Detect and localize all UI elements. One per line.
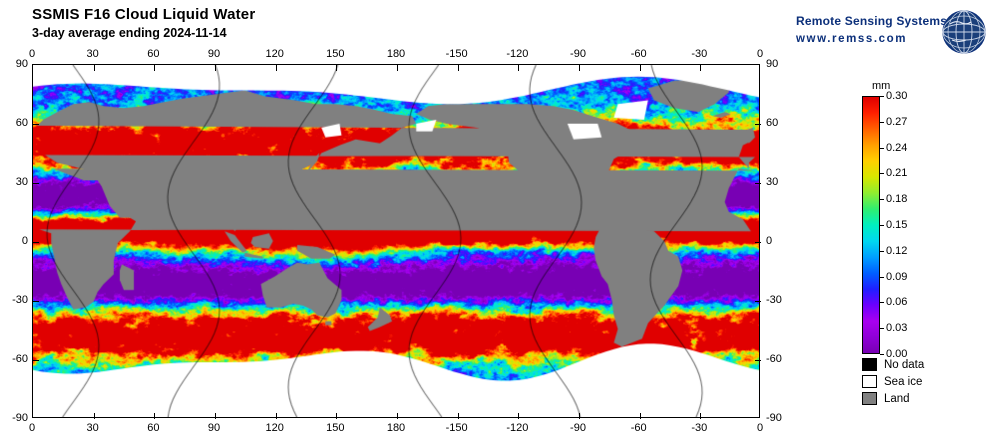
- lon-tick-label: 150: [326, 422, 345, 434]
- lon-tick-label: 150: [326, 48, 345, 60]
- colorbar-tick-label: 0.09: [886, 270, 908, 283]
- lon-tick-label: 90: [207, 422, 221, 434]
- legend-label: No data: [884, 358, 925, 371]
- lon-tick-label: -150: [445, 422, 468, 434]
- lat-tick-label: 90: [15, 58, 28, 70]
- logo-website: www.remss.com: [796, 33, 908, 45]
- colorbar-tick-label: 0.12: [886, 244, 908, 257]
- colorbar-tick-label: 0.27: [886, 115, 908, 128]
- legend-label: Land: [884, 392, 910, 405]
- lon-tick-label: -60: [630, 48, 647, 60]
- colorbar-tick-label: 0.03: [886, 322, 908, 335]
- lat-tick-label: 90: [766, 58, 779, 70]
- colorbar-tick-label: 0.15: [886, 219, 908, 231]
- colorbar-tick-mark: [880, 328, 884, 330]
- colorbar-tick-label: 0.21: [886, 167, 908, 180]
- legend-item: Sea ice: [862, 375, 924, 388]
- colorbar-tick-mark: [880, 199, 884, 201]
- logo-org-name: Remote Sensing Systems: [796, 14, 948, 28]
- colorbar: [862, 96, 880, 354]
- lon-tick-label: 60: [147, 422, 160, 434]
- lat-tick-label: 0: [766, 235, 773, 247]
- lon-tick-label: 0: [28, 48, 36, 60]
- lon-tick-label: -30: [691, 48, 708, 60]
- lat-tick-label: 30: [766, 176, 779, 188]
- lon-tick-label: 0: [28, 422, 36, 434]
- legend-item: No data: [862, 358, 924, 371]
- lon-tick-label: 30: [86, 48, 99, 60]
- lat-tick-label: 60: [15, 117, 28, 129]
- legend-swatch: [862, 358, 877, 371]
- colorbar-tick-mark: [880, 250, 884, 252]
- colorbar-tick-mark: [880, 173, 884, 175]
- colorbar-tick-mark: [880, 302, 884, 304]
- lat-tick-label: -30: [12, 294, 28, 306]
- lon-tick-label: 180: [386, 422, 406, 434]
- page-subtitle: 3-day average ending 2024-11-14: [32, 26, 227, 40]
- lon-tick-label: -90: [570, 48, 586, 60]
- lon-tick-label: -150: [445, 48, 468, 60]
- lat-tick-label: -90: [766, 412, 782, 424]
- lat-tick-label: -60: [766, 353, 782, 365]
- lon-tick-label: 30: [86, 422, 99, 434]
- page-title: SSMIS F16 Cloud Liquid Water: [32, 6, 256, 23]
- lon-tick-label: -120: [506, 48, 529, 60]
- colorbar-tick-mark: [880, 354, 884, 355]
- legend-label: Sea ice: [884, 375, 923, 388]
- title-block: SSMIS F16 Cloud Liquid Water 3-day avera…: [32, 6, 255, 41]
- lon-tick-label: 120: [265, 422, 284, 434]
- lon-tick-label: 0: [756, 48, 764, 60]
- legend-item: Land: [862, 392, 924, 405]
- remss-logo[interactable]: Remote Sensing Systems www.remss.com: [796, 10, 986, 56]
- legend-swatch: [862, 392, 877, 405]
- map-frame[interactable]: [32, 64, 761, 419]
- colorbar-unit-label: mm: [872, 80, 891, 92]
- colorbar-tick-mark: [880, 121, 884, 123]
- lat-tick-label: 0: [21, 235, 28, 247]
- legend-swatch: [862, 375, 877, 388]
- colorbar-tick-label: 0.06: [886, 296, 908, 309]
- lon-tick-label: 120: [265, 48, 284, 60]
- lon-tick-label: 180: [386, 48, 406, 60]
- colorbar-tick-mark: [880, 147, 884, 149]
- lon-tick-label: -60: [630, 422, 647, 434]
- lon-tick-label: -90: [570, 422, 586, 434]
- lon-tick-label: 60: [147, 48, 160, 60]
- colorbar-tick-label: 0.30: [886, 90, 908, 102]
- globe-icon: [942, 10, 986, 54]
- colorbar-tick-label: 0.24: [886, 141, 908, 154]
- cloud-liquid-water-map[interactable]: [33, 65, 759, 417]
- colorbar-tick-mark: [880, 225, 884, 226]
- lat-tick-label: 60: [766, 117, 779, 129]
- lat-tick-label: -30: [766, 294, 782, 306]
- lon-tick-label: -120: [506, 422, 529, 434]
- colorbar-tick-mark: [880, 96, 884, 97]
- colorbar-tick-label: 0.18: [886, 193, 908, 206]
- lat-tick-label: -90: [12, 412, 28, 424]
- lat-tick-label: -60: [12, 353, 28, 365]
- lat-tick-label: 30: [15, 176, 28, 188]
- lon-tick-label: -30: [691, 422, 708, 434]
- colorbar-tick-label: 0.00: [886, 348, 908, 360]
- colorbar-tick-mark: [880, 276, 884, 278]
- map-legend: No data Sea ice Land: [862, 358, 924, 409]
- lon-tick-label: 0: [756, 422, 764, 434]
- lon-tick-label: 90: [207, 48, 221, 60]
